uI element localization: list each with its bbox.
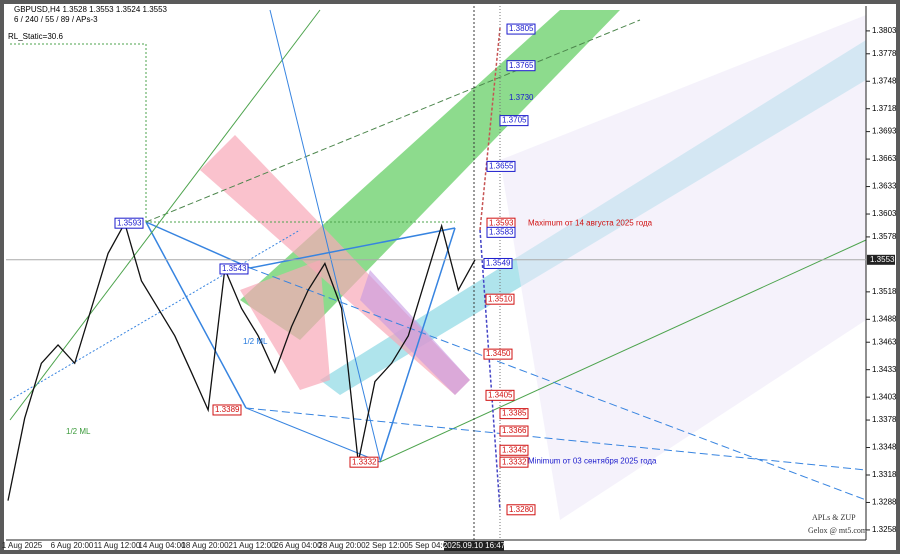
y-tick-label: 1.3663 (872, 154, 897, 163)
level-label: 1.3332 (352, 457, 377, 466)
annotation: 1/2 ML (243, 337, 268, 346)
y-tick-label: 1.3348 (872, 443, 897, 452)
y-tick-label: 1.3518 (872, 287, 897, 296)
x-tick-label: 11 Aug 12:00 (94, 541, 141, 550)
level-label: 1.3583 (489, 227, 514, 236)
level-label: 1.3593 (117, 218, 142, 227)
x-tick-label: 28 Aug 20:00 (318, 541, 366, 550)
level-label: 1.3366 (502, 426, 527, 435)
annotation: 1/2 ML (66, 427, 91, 436)
y-tick-label: 1.3433 (872, 365, 897, 374)
level-box (349, 456, 379, 468)
lavender-area (500, 15, 866, 520)
indicator: RL_Static=30.6 (8, 32, 63, 41)
x-tick-label: 18 Aug 20:00 (181, 541, 229, 550)
x-tick-label: 1 Aug 2025 (2, 541, 43, 550)
level-box (114, 217, 144, 229)
level-label: 1.3405 (488, 390, 513, 399)
violet-channel (360, 270, 470, 395)
price-axis (866, 6, 894, 542)
annotation: Minimum от 03 сентября 2025 года (528, 456, 657, 465)
level-box (499, 408, 529, 420)
y-tick-label: 1.3778 (872, 49, 897, 58)
level-box (499, 115, 529, 127)
y-tick-label: 1.3403 (872, 392, 897, 401)
ml-line (379, 239, 867, 463)
level-label: 1.3280 (509, 505, 534, 514)
x-tick-label: 26 Aug 04:00 (274, 541, 322, 550)
level-label: 1.3730 (509, 93, 534, 102)
level-label: 1.3543 (222, 264, 247, 273)
y-tick-label: 1.3578 (872, 232, 897, 241)
y-tick-label: 1.3463 (872, 337, 897, 346)
y-tick-label: 1.3318 (872, 470, 897, 479)
level-box (212, 404, 242, 416)
zigzag (145, 221, 251, 269)
x-tick-label: 2025.09.10 16:47 (443, 541, 506, 550)
y-tick-label: 1.3803 (872, 26, 897, 35)
y-tick-label: 1.3693 (872, 127, 897, 136)
y-tick-label: 1.3378 (872, 415, 897, 424)
y-tick-label: 1.3488 (872, 314, 897, 323)
current-price-box (867, 254, 895, 265)
y-tick-label: 1.3288 (872, 498, 897, 507)
level-label: 1.3389 (215, 405, 240, 414)
level-label: 1.3593 (489, 218, 514, 227)
level-box (486, 160, 516, 172)
y-tick-label: 1.3633 (872, 182, 897, 191)
y-tick-label: 1.3718 (872, 104, 897, 113)
level-box (499, 444, 529, 456)
ml-line (145, 19, 641, 223)
current-price: 1.3553 (870, 255, 895, 264)
level-box (506, 60, 536, 72)
level-label: 1.3549 (486, 259, 511, 268)
level-box (483, 257, 513, 269)
header-params: 6 / 240 / 55 / 89 / APs-3 (14, 15, 98, 24)
level-box (486, 226, 516, 238)
ml-line (9, 9, 321, 421)
x-tick-label: 14 Aug 04:00 (138, 541, 186, 550)
ml-line (269, 9, 381, 461)
level-box (483, 348, 513, 360)
level-label: 1.3385 (502, 409, 527, 418)
x-label-bg (444, 541, 504, 551)
projection (479, 27, 501, 231)
y-tick-label: 1.3748 (872, 76, 897, 85)
level-box (485, 389, 515, 401)
level-label: 1.3705 (502, 116, 527, 125)
level-label: 1.3332 (502, 457, 527, 466)
level-box (485, 293, 515, 305)
x-tick-label: 2 Sep 12:00 (365, 541, 409, 550)
level-box (506, 23, 536, 35)
level-label: 1.3805 (509, 24, 534, 33)
annotation: Gelox @ mt5.com (808, 526, 868, 535)
ml-line (9, 229, 301, 401)
annotation: APLs & ZUP (812, 513, 856, 522)
annotation: Maximum от 14 августа 2025 года (528, 218, 653, 227)
level-box (499, 456, 529, 468)
level-label: 1.3345 (502, 445, 527, 454)
y-tick-label: 1.3603 (872, 209, 897, 218)
y-tick-label: 1.3258 (872, 525, 897, 534)
x-tick-label: 6 Aug 20:00 (51, 541, 94, 550)
level-box (499, 425, 529, 437)
level-label: 1.3450 (486, 349, 511, 358)
level-box (219, 263, 249, 275)
x-tick-label: 21 Aug 12:00 (228, 541, 276, 550)
level-label: 1.3655 (489, 162, 514, 171)
x-tick-label: 5 Sep 04:00 (408, 541, 452, 550)
projection (479, 229, 501, 511)
ml-line (245, 407, 867, 471)
level-label: 1.3510 (488, 294, 513, 303)
zigzag (249, 227, 456, 269)
ml-line (249, 267, 867, 501)
zigzag (145, 221, 247, 409)
level-box (506, 504, 536, 516)
level-label: 1.3765 (509, 61, 534, 70)
header-symbol: GBPUSD,H4 1.3528 1.3553 1.3524 1.3553 (14, 5, 168, 14)
price-line (7, 221, 476, 501)
